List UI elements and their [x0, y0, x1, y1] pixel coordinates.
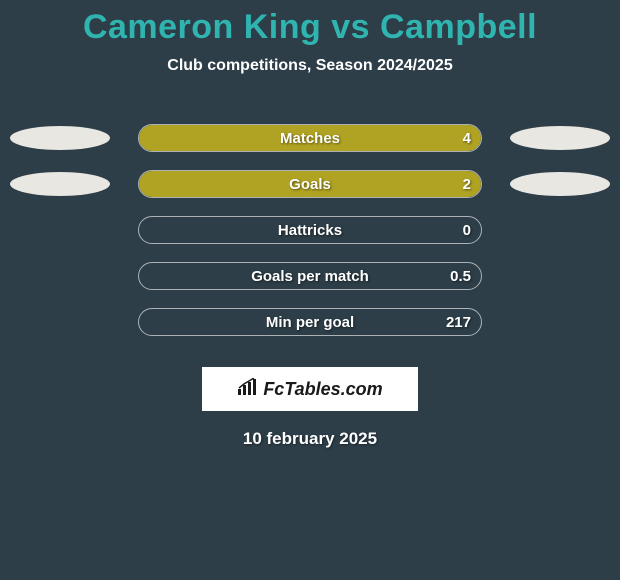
date-label: 10 february 2025	[0, 429, 620, 449]
stat-row: Matches 4	[0, 115, 620, 161]
bar-label: Hattricks	[139, 222, 481, 239]
bar-value: 0	[463, 222, 471, 239]
logo: FcTables.com	[237, 378, 382, 401]
bar-fill	[139, 125, 481, 151]
bar-track: Min per goal 217	[138, 308, 482, 336]
bar-label: Min per goal	[139, 314, 481, 331]
logo-box: FcTables.com	[202, 367, 418, 411]
bar-fill	[139, 171, 481, 197]
stat-row: Goals 2	[0, 161, 620, 207]
bar-value: 2	[463, 176, 471, 193]
subtitle: Club competitions, Season 2024/2025	[0, 57, 620, 75]
bar-track: Hattricks 0	[138, 216, 482, 244]
page-title: Cameron King vs Campbell	[0, 0, 620, 47]
right-pill	[510, 172, 610, 196]
left-pill	[10, 126, 110, 150]
bar-track: Goals per match 0.5	[138, 262, 482, 290]
bar-value: 0.5	[450, 268, 471, 285]
bar-track: Goals 2	[138, 170, 482, 198]
bar-label: Goals per match	[139, 268, 481, 285]
stats-chart: Matches 4 Goals 2 Hattricks 0 Goals per …	[0, 115, 620, 345]
right-pill	[510, 126, 610, 150]
stat-row: Goals per match 0.5	[0, 253, 620, 299]
stat-row: Min per goal 217	[0, 299, 620, 345]
bar-value: 217	[446, 314, 471, 331]
stat-row: Hattricks 0	[0, 207, 620, 253]
chart-icon	[237, 378, 259, 401]
logo-text: FcTables.com	[263, 379, 382, 400]
left-pill	[10, 172, 110, 196]
bar-track: Matches 4	[138, 124, 482, 152]
bar-value: 4	[463, 130, 471, 147]
